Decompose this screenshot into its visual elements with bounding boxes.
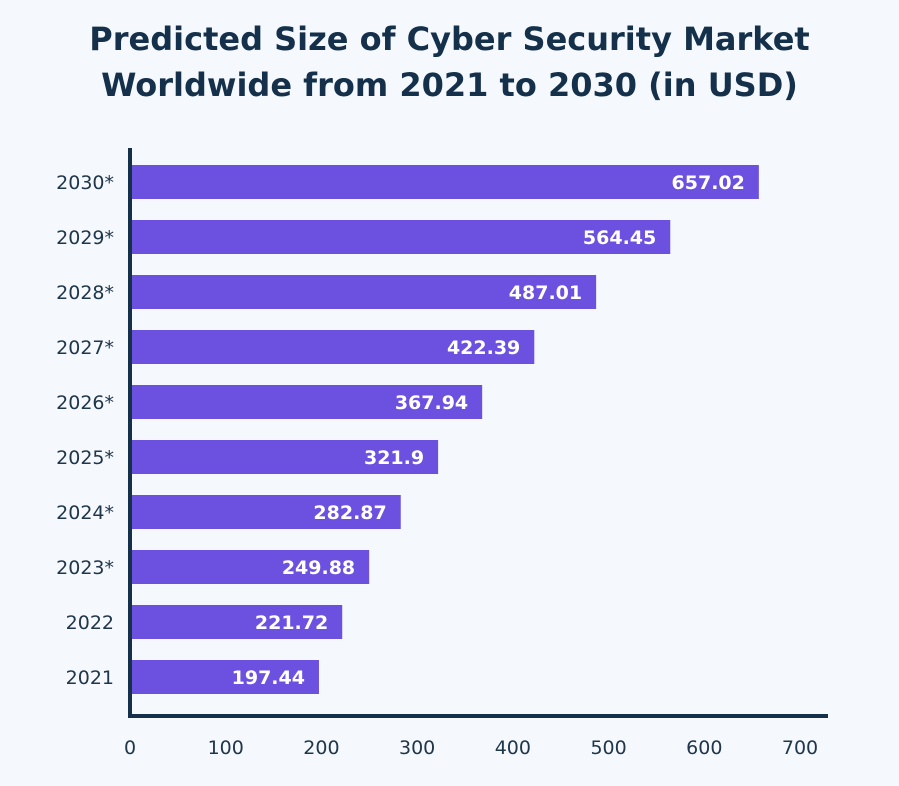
bar-2026-forecast (130, 385, 483, 419)
x-tick-label: 300 (399, 737, 435, 759)
y-tick-label: 2026* (56, 392, 114, 414)
bar-2024-forecast (130, 495, 401, 529)
x-tick-label: 700 (782, 737, 818, 759)
x-tick-label: 0 (124, 737, 136, 759)
y-tick-label: 2022 (66, 612, 114, 634)
y-tick-label: 2024* (56, 502, 114, 524)
bar-data-label: 221.72 (255, 612, 328, 634)
bar-2023-forecast (130, 550, 370, 584)
x-tick-label: 600 (686, 737, 722, 759)
bar-data-label: 249.88 (282, 557, 355, 579)
y-axis-tick-labels: 2030* 2029* 2028* 2027* 2026* 2025* 2024* 2023*… (56, 172, 114, 689)
x-tick-label: 500 (590, 737, 626, 759)
bar-data-label: 657.02 (672, 172, 745, 194)
x-tick-label: 100 (208, 737, 244, 759)
bar-2027-forecast (130, 330, 535, 364)
bar-data-label: 367.94 (395, 392, 468, 414)
bar-2021 (130, 660, 319, 694)
bar-2025-forecast (130, 440, 439, 474)
bar-2030-forecast (130, 165, 759, 199)
y-tick-label: 2021 (66, 667, 114, 689)
bar-data-label: 487.01 (509, 282, 582, 304)
bar-data-label: 321.9 (364, 447, 424, 469)
bar-2022 (130, 605, 343, 639)
bar-data-label: 282.87 (313, 502, 386, 524)
bar-data-label: 197.44 (232, 667, 305, 689)
chart-title: Predicted Size of Cyber Security Market … (89, 20, 810, 104)
x-tick-label: 200 (303, 737, 339, 759)
y-tick-label: 2028* (56, 282, 114, 304)
bar-data-label: 422.39 (447, 337, 520, 359)
y-tick-label: 2029* (56, 227, 114, 249)
y-tick-label: 2025* (56, 447, 114, 469)
bar-data-label: 564.45 (583, 227, 656, 249)
bars-group: 657.02 564.45 487.01 422.39 367.94 321.9 282.8… (130, 165, 759, 694)
y-tick-label: 2023* (56, 557, 114, 579)
y-tick-label: 2030* (56, 172, 114, 194)
bar-2029-forecast (130, 220, 671, 254)
x-tick-label: 400 (495, 737, 531, 759)
y-tick-label: 2027* (56, 337, 114, 359)
bar-2028-forecast (130, 275, 597, 309)
x-axis-tick-labels: 0 100 200 300 400 500 600 700 (124, 737, 818, 759)
